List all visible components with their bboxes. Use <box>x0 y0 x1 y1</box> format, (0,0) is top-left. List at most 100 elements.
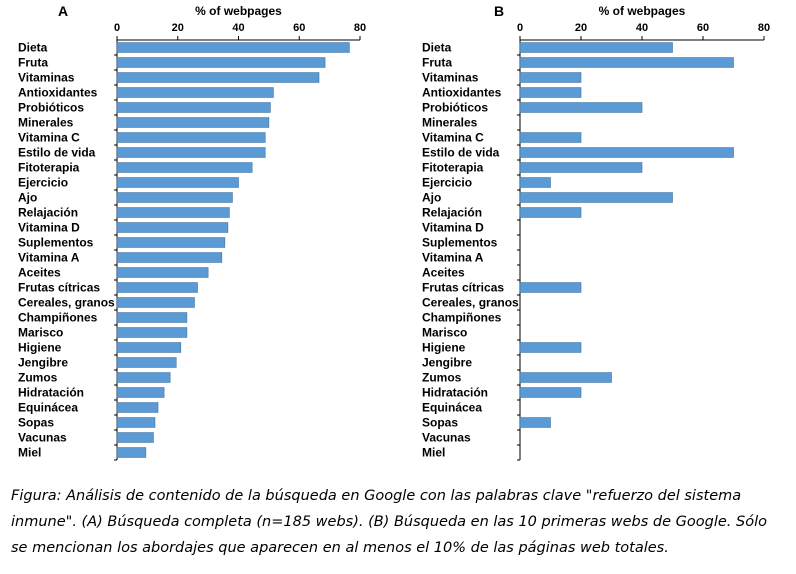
panel-b-category-label: Ejercicio <box>422 176 472 190</box>
panel-b-bar <box>519 162 643 173</box>
panel-a-bar <box>116 282 198 293</box>
panel-b-category-label: Jengibre <box>422 356 472 370</box>
panel-b-category-label: Cereales, granos <box>422 296 519 310</box>
panel-a-category-label: Vacunas <box>18 431 67 445</box>
panel-a-bar <box>116 327 188 338</box>
panel-a-bar <box>116 222 229 233</box>
panel-b-category-label: Champiñones <box>422 311 502 325</box>
panel-b-category-label: Marisco <box>422 326 467 340</box>
panel-b-category-label: Miel <box>422 446 445 460</box>
panel-b-x-tick-label: 60 <box>697 22 709 34</box>
panel-b-x-tick-label: 0 <box>517 22 523 34</box>
panel-a-bar <box>116 147 266 158</box>
panel-a-bar <box>116 387 165 398</box>
panel-a-category-label: Champiñones <box>18 311 98 325</box>
panel-a-bar <box>116 432 154 443</box>
panel-a-category-label: Ajo <box>18 191 37 205</box>
panel-a-category-label: Hidratación <box>18 386 84 400</box>
panel-a-x-tick-label: 60 <box>293 22 305 34</box>
panel-b-category-label: Vitamina D <box>422 221 484 235</box>
panel-a-bar <box>116 72 320 83</box>
panel-b-category-label: Ajo <box>422 191 441 205</box>
panel-a-category-label: Vitamina C <box>18 131 80 145</box>
panel-b-x-tick-label: 20 <box>575 22 587 34</box>
panel-b-category-label: Vacunas <box>422 431 471 445</box>
panel-a-bar <box>116 372 171 383</box>
panel-b-bar <box>519 72 582 83</box>
panel-b-bar <box>519 417 551 428</box>
panel-b-category-label: Fruta <box>422 56 452 70</box>
panel-a-category-label: Vitaminas <box>18 71 75 85</box>
panel-b-letter: B <box>494 3 504 19</box>
panel-b-category-label: Fitoterapia <box>422 161 484 175</box>
panel-a-x-tick-label: 40 <box>232 22 244 34</box>
panel-a-bar <box>116 357 177 368</box>
panel-a-category-label: Higiene <box>18 341 62 355</box>
panel-b-bar <box>519 132 582 143</box>
panel-b-category-label: Vitamina C <box>422 131 484 145</box>
panel-a-category-label: Antioxidantes <box>18 86 98 100</box>
panel-a-category-label: Aceites <box>18 266 61 280</box>
panel-b-category-label: Suplementos <box>422 236 498 250</box>
caption-line-1: Figura: Análisis de contenido de la búsq… <box>11 488 742 504</box>
panel-a-bar <box>116 42 350 53</box>
panel-b-bar <box>519 177 551 188</box>
panel-a-category-label: Marisco <box>18 326 63 340</box>
panel-b-category-label: Estilo de vida <box>422 146 500 160</box>
panel-a-bar <box>116 162 253 173</box>
caption-line-3: se mencionan los abordajes que aparecen … <box>11 540 669 556</box>
panel-a-letter: A <box>58 3 68 19</box>
panel-a-bar <box>116 237 226 248</box>
panel-a-category-label: Ejercicio <box>18 176 68 190</box>
panel-b-category-label: Probióticos <box>422 101 488 115</box>
panel-b-bar <box>519 87 582 98</box>
panel-a-bar <box>116 132 266 143</box>
panel-b-category-label: Vitamina A <box>422 251 484 265</box>
panel-a-bar <box>116 402 159 413</box>
panel-a-x-tick-label: 20 <box>172 22 184 34</box>
panel-a-bar <box>116 252 223 263</box>
panel-a-bar <box>116 297 195 308</box>
panel-a-category-label: Vitamina D <box>18 221 80 235</box>
panel-a-category-label: Fitoterapia <box>18 161 80 175</box>
panel-b-category-label: Zumos <box>422 371 462 385</box>
panel-b-category-label: Frutas cítricas <box>422 281 504 295</box>
panel-a-bar <box>116 342 182 353</box>
panel-a-category-label: Miel <box>18 446 41 460</box>
panel-b-bar <box>519 282 582 293</box>
panel-a-x-tick-label: 80 <box>354 22 366 34</box>
panel-a-category-label: Frutas cítricas <box>18 281 100 295</box>
panel-a-bar <box>116 417 156 428</box>
panel-a-bar <box>116 117 270 128</box>
panel-a-category-label: Probióticos <box>18 101 84 115</box>
panel-b-category-label: Relajación <box>422 206 482 220</box>
panel-b-bar <box>519 192 673 203</box>
panel-a-bar <box>116 447 147 458</box>
caption-line-2: inmune". (A) Búsqueda completa (n=185 we… <box>11 514 767 530</box>
panel-a-category-label: Dieta <box>18 41 48 55</box>
panel-a-x-tick-label: 0 <box>114 22 120 34</box>
panel-b-category-label: Higiene <box>422 341 466 355</box>
panel-a-category-label: Minerales <box>18 116 74 130</box>
panel-b-x-tick-label: 80 <box>758 22 770 34</box>
panel-a-bar <box>116 192 233 203</box>
panel-b-bar <box>519 387 582 398</box>
panel-b-x-tick-label: 40 <box>636 22 648 34</box>
panel-a-bar <box>116 102 271 113</box>
panel-b-category-label: Hidratación <box>422 386 488 400</box>
panel-b-bar <box>519 372 612 383</box>
panel-a-bar <box>116 312 188 323</box>
panel-b-bar <box>519 342 582 353</box>
panel-a-category-label: Zumos <box>18 371 58 385</box>
panel-b-category-label: Equinácea <box>422 401 482 415</box>
panel-b-bar <box>519 57 734 68</box>
panel-a-category-label: Suplementos <box>18 236 94 250</box>
panel-a-bar <box>116 177 239 188</box>
panel-b-axis-title: % of webpages <box>599 4 686 18</box>
panel-b-category-label: Minerales <box>422 116 478 130</box>
panel-a-bar <box>116 57 326 68</box>
panel-b-category-label: Aceites <box>422 266 465 280</box>
panel-a-category-label: Sopas <box>18 416 54 430</box>
panel-a-axis-title: % of webpages <box>195 4 282 18</box>
panel-b-bar <box>519 102 643 113</box>
